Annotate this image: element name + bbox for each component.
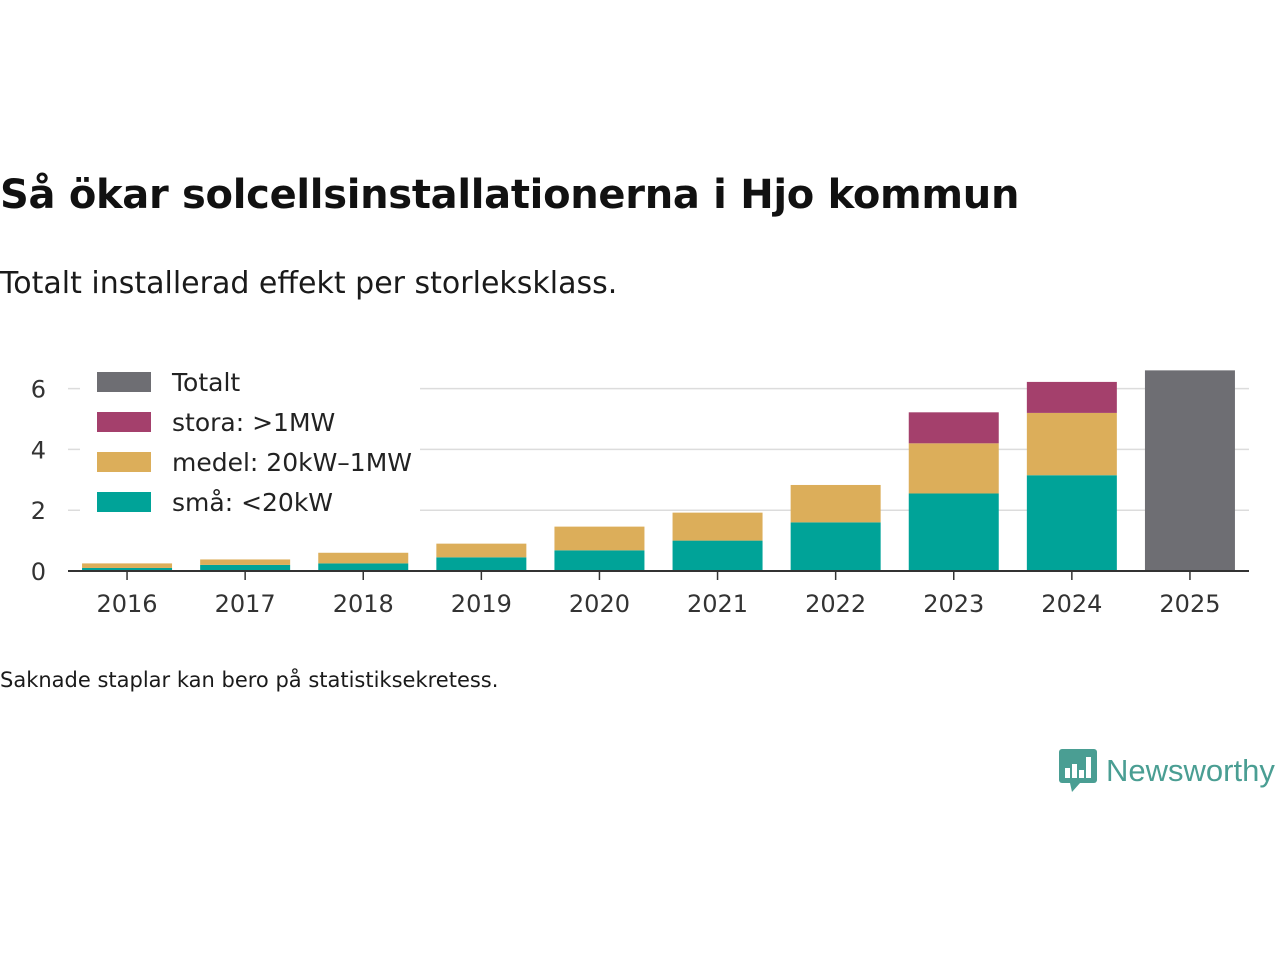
x-tick-label: 2017 bbox=[215, 590, 276, 618]
bar-2024-små bbox=[1026, 475, 1117, 571]
bar-2023-stora bbox=[908, 412, 999, 444]
chart-title: Så ökar solcellsinstallationerna i Hjo k… bbox=[0, 172, 1020, 218]
y-tick-label: 6 bbox=[31, 376, 46, 404]
legend-swatch-3 bbox=[97, 492, 151, 512]
bar-2024-medel bbox=[1026, 412, 1117, 476]
bar-2018-små bbox=[318, 563, 409, 571]
bar-2021-medel bbox=[672, 512, 763, 541]
footnote: Saknade staplar kan bero på statistiksek… bbox=[0, 668, 499, 692]
legend: Totalt stora: >1MW medel: 20kW–1MW små: <20… bbox=[80, 364, 420, 524]
y-tick-label: 0 bbox=[31, 558, 46, 586]
bar-2017-medel bbox=[200, 559, 291, 565]
legend-label: stora: >1MW bbox=[172, 408, 335, 437]
bar-2016-medel bbox=[82, 563, 173, 568]
bar-2025-totalt bbox=[1144, 370, 1235, 571]
axes: 0 2 4 6 2016 2017 2018 2019 2020 2021 2022 2023 2024… bbox=[31, 376, 1249, 618]
legend-label: små: <20kW bbox=[172, 488, 333, 517]
bar-2023-medel bbox=[908, 443, 999, 494]
newsworthy-logo-icon bbox=[1059, 749, 1097, 792]
bar-2019-små bbox=[436, 557, 527, 571]
bar-2021-små bbox=[672, 540, 763, 571]
bar-2017-små bbox=[200, 564, 291, 571]
bar-2019-medel bbox=[436, 543, 527, 558]
legend-label: Totalt bbox=[171, 368, 240, 397]
chart-subtitle: Totalt installerad effekt per storlekskl… bbox=[0, 266, 618, 301]
legend-swatch-2 bbox=[97, 452, 151, 472]
stacked-bar-chart: 0 2 4 6 2016 2017 2018 2019 2020 2021 2022 2023 2024… bbox=[31, 364, 1249, 618]
x-tick-label: 2019 bbox=[451, 590, 512, 618]
bar-2018-medel bbox=[318, 552, 409, 564]
bar-2022-medel bbox=[790, 484, 881, 523]
bar-2020-medel bbox=[554, 526, 645, 551]
legend-swatch-1 bbox=[97, 412, 151, 432]
y-tick-label: 2 bbox=[31, 497, 46, 525]
x-tick-label: 2020 bbox=[569, 590, 630, 618]
x-tick-label: 2021 bbox=[687, 590, 748, 618]
bar-2024-stora bbox=[1026, 381, 1117, 413]
x-tick-label: 2023 bbox=[923, 590, 984, 618]
x-tick-label: 2024 bbox=[1041, 590, 1102, 618]
y-tick-label: 4 bbox=[31, 436, 46, 464]
x-tick-label: 2018 bbox=[333, 590, 394, 618]
bar-2022-små bbox=[790, 522, 881, 571]
legend-label: medel: 20kW–1MW bbox=[172, 448, 412, 477]
bar-2023-små bbox=[908, 493, 999, 571]
newsworthy-brand: Newsworthy bbox=[1058, 748, 1275, 794]
x-tick-label: 2022 bbox=[805, 590, 866, 618]
bars bbox=[82, 370, 1235, 571]
brand-name: Newsworthy bbox=[1106, 753, 1275, 788]
x-tick-label: 2025 bbox=[1159, 590, 1220, 618]
legend-swatch-0 bbox=[97, 372, 151, 392]
bar-2016-små bbox=[82, 567, 173, 571]
x-tick-label: 2016 bbox=[97, 590, 158, 618]
bar-2020-små bbox=[554, 550, 645, 571]
